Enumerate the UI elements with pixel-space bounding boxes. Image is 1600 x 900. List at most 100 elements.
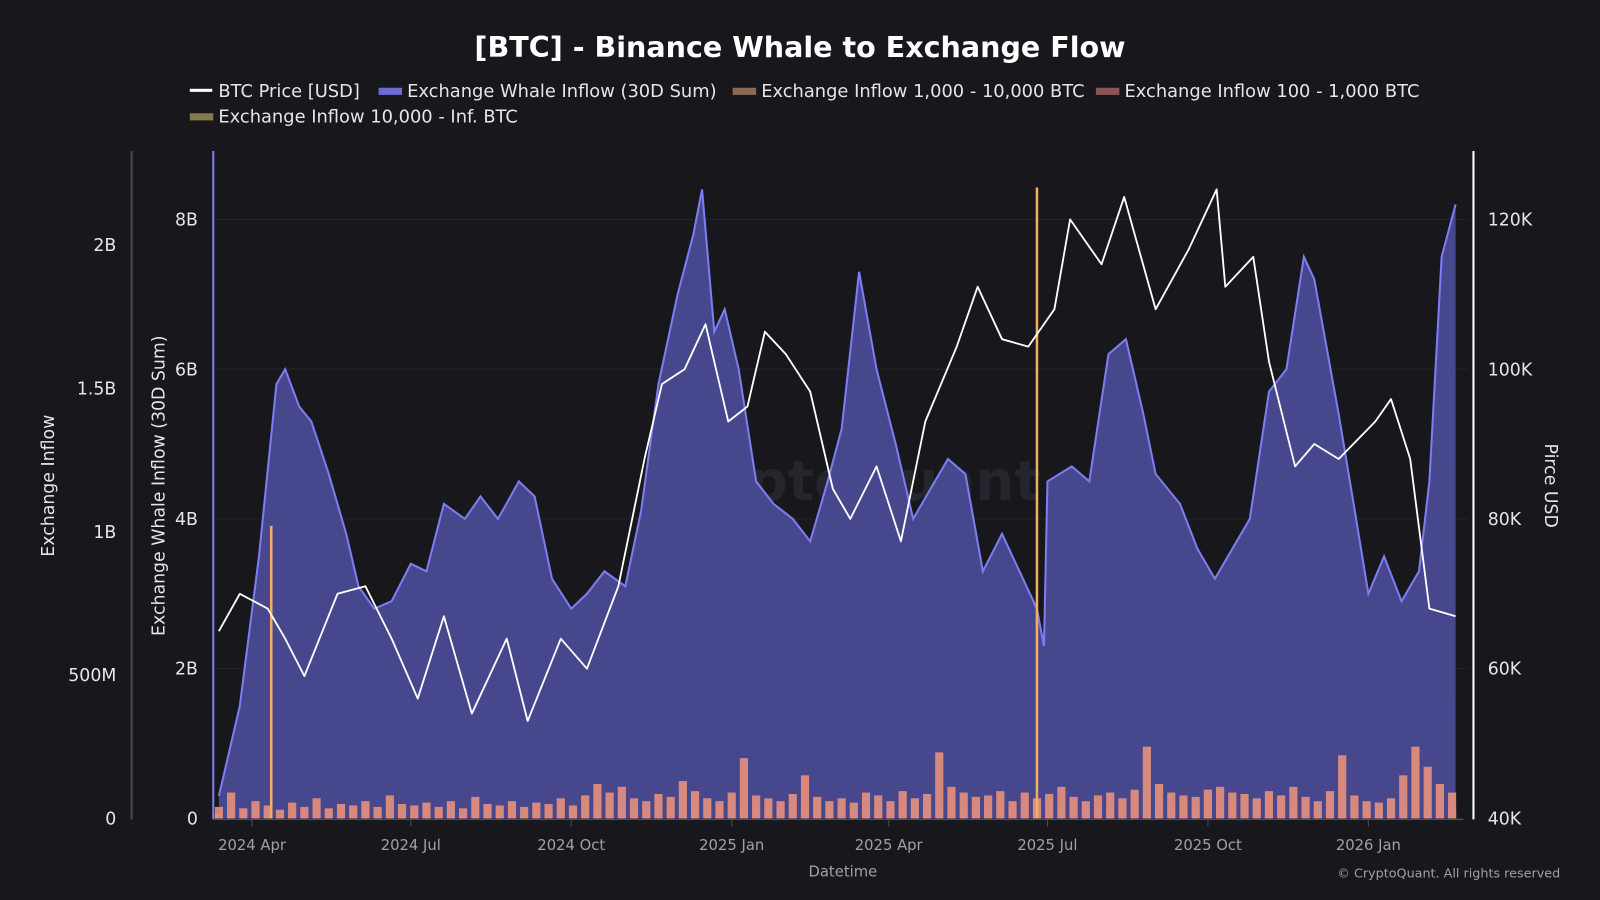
inflow-1k-10k-bar (532, 802, 541, 819)
inflow-1k-10k-bar (1423, 766, 1432, 819)
inflow-1k-10k-bar (459, 808, 468, 819)
right-tick-label: 120K (1488, 211, 1533, 231)
inflow-1k-10k-bar (507, 801, 517, 819)
inflow-1k-10k-bar (1008, 801, 1017, 819)
inflow-1k-10k-bar (1386, 798, 1396, 819)
inflow-1k-10k-bar (1191, 796, 1200, 819)
inflow-1k-10k-bar (1350, 795, 1359, 819)
x-tick-label: 2025 Apr (855, 837, 924, 854)
inflow-1k-10k-bar (715, 801, 724, 819)
inflow-1k-10k-bar (1277, 795, 1286, 819)
inflow-1k-10k-bar (446, 801, 455, 819)
x-tick-label: 2025 Oct (1174, 837, 1242, 854)
x-tick-label: 2025 Jul (1017, 837, 1077, 854)
legend-swatch-whale (378, 87, 403, 95)
left-inner-axis-title: Exchange Whale Inflow (30D Sum) (149, 335, 169, 635)
legend-label: Exchange Inflow 10,000 - Inf. BTC (218, 106, 518, 127)
inflow-1k-10k-bar (1435, 783, 1444, 819)
whale-inflow-line (217, 189, 1457, 797)
inflow-1k-10k-bar (935, 752, 944, 819)
inflow-1k-10k-bar (1374, 802, 1383, 819)
left-outer-tick-label: 500M (68, 666, 116, 686)
inflow-1k-10k-bar (898, 791, 907, 819)
inflow-1k-10k-bar (886, 801, 895, 819)
left-inner-tick-label: 0 (187, 809, 198, 829)
inflow-1k-10k-bar (520, 806, 529, 819)
inflow-1k-10k-bar (1167, 792, 1176, 819)
inflow-1k-10k-bar (1240, 793, 1249, 819)
inflow-1k-10k-bar (825, 801, 834, 819)
inflow-1k-10k-bar (959, 792, 968, 819)
left-inner-tick-label: 4B (175, 510, 198, 530)
left-outer-tick-label: 1B (93, 523, 116, 543)
inflow-1k-10k-bar (1118, 798, 1127, 819)
btc-price-series (218, 188, 1456, 722)
legend-swatch-100-1k (1095, 87, 1120, 95)
legend-swatch-1k-10k (732, 87, 757, 95)
legend: BTC Price [USD] Exchange Whale Inflow (3… (189, 81, 1420, 127)
inflow-1k-10k-bar (1252, 798, 1261, 819)
inflow-1k-10k-bar (1228, 792, 1237, 819)
inflow-1k-10k-bar (373, 806, 382, 819)
inflow-1k-10k-bar (1448, 792, 1457, 819)
inflow-1k-10k-bar (385, 795, 394, 819)
inflow-1k-10k-bar (239, 808, 248, 819)
left-inner-tick-label: 2B (175, 660, 198, 680)
inflow-1k-10k-bar (1264, 791, 1274, 819)
inflow-1k-10k-bar (654, 793, 663, 819)
inflow-1k-10k-bar (263, 805, 272, 819)
copyright: © CryptoQuant. All rights reserved (1337, 867, 1560, 882)
inflow-1k-10k-bar (617, 786, 626, 819)
inflow-1k-10k-bar (434, 806, 443, 819)
inflow-1k-10k-bar (678, 781, 687, 819)
inflow-1k-10k-bar (874, 795, 883, 819)
inflow-1k-10k-bar (593, 783, 602, 819)
inflow-1k-10k-bar (251, 801, 260, 819)
inflow-1k-10k-bar (861, 792, 871, 819)
inflow-1k-10k-bar (849, 802, 858, 819)
inflow-1k-10k-bar (1057, 786, 1066, 819)
inflow-1k-10k-bar (471, 796, 480, 819)
inflow-1k-10k-bar (1069, 796, 1078, 819)
legend-item-100-1k[interactable]: Exchange Inflow 100 - 1,000 BTC (1095, 81, 1420, 102)
inflow-1k-10k-bar (1130, 789, 1139, 819)
inflow-1k-10k-bar (922, 793, 932, 819)
legend-item-10k-inf[interactable]: Exchange Inflow 10,000 - Inf. BTC (189, 106, 518, 127)
inflow-1k-10k-bar (1289, 786, 1298, 819)
x-tick-label: 2024 Oct (537, 837, 605, 854)
inflow-1k-10k-bar (397, 804, 407, 819)
inflow-1k-10k-bar (1203, 789, 1212, 819)
inflow-1k-10k-bars (214, 746, 1457, 819)
left-outer-axis-title: Exchange Inflow (39, 415, 59, 557)
inflow-1k-10k-bar (1313, 801, 1322, 819)
inflow-1k-10k-bar (739, 758, 749, 819)
inflow-1k-10k-bar (336, 804, 346, 819)
inflow-1k-10k-bar (752, 795, 761, 819)
inflow-1k-10k-bar (483, 804, 492, 819)
inflow-1k-10k-bar (1399, 775, 1408, 819)
inflow-1k-10k-bar (703, 798, 712, 819)
right-axis-title: Pirce USD (1540, 444, 1560, 528)
legend-item-whale[interactable]: Exchange Whale Inflow (30D Sum) (378, 81, 717, 102)
inflow-1k-10k-bar (1411, 746, 1420, 819)
inflow-1k-10k-bar (1081, 801, 1090, 819)
inflow-1k-10k-bar (605, 792, 614, 819)
chart-title: [BTC] - Binance Whale to Exchange Flow (474, 30, 1125, 64)
inflow-1k-10k-bar (1093, 795, 1103, 819)
inflow-1k-10k-bar (691, 791, 700, 819)
legend-label: Exchange Whale Inflow (30D Sum) (407, 81, 716, 102)
right-tick-label: 80K (1488, 510, 1522, 530)
legend-item-price[interactable]: BTC Price [USD] (189, 81, 360, 102)
x-tick-label: 2024 Apr (218, 837, 287, 854)
right-tick-label: 40K (1488, 809, 1522, 829)
legend-item-1k-10k[interactable]: Exchange Inflow 1,000 - 10,000 BTC (732, 81, 1085, 102)
left-outer-tick-label: 2B (93, 236, 116, 256)
inflow-1k-10k-bar (1325, 791, 1335, 819)
inflow-1k-10k-bar (996, 791, 1005, 819)
x-tick-label: 2024 Jul (381, 837, 441, 854)
legend-label: BTC Price [USD] (218, 81, 359, 102)
inflow-1k-10k-bar (312, 798, 321, 819)
inflow-1k-10k-bar (984, 795, 993, 819)
inflow-1k-10k-bar (324, 808, 333, 819)
